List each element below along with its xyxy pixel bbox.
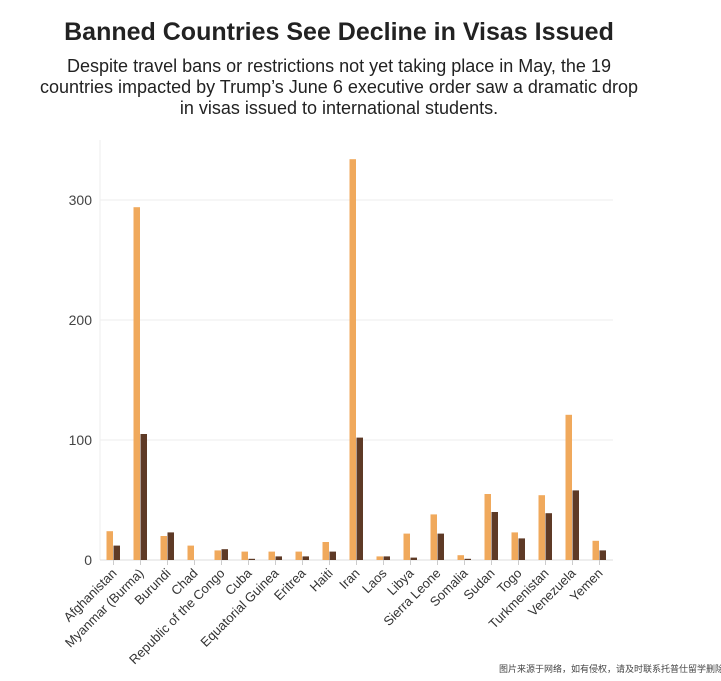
bar-series2 <box>410 557 417 560</box>
bar-series1 <box>403 533 410 560</box>
bar-series1 <box>268 551 275 560</box>
x-tick-label: Eritrea <box>271 565 309 603</box>
bar-series2 <box>464 558 471 560</box>
bar-series1 <box>430 514 437 560</box>
y-tick-label: 100 <box>69 432 93 448</box>
bar-series2 <box>140 434 147 560</box>
bar-series2 <box>572 490 579 560</box>
bar-series1 <box>241 551 248 560</box>
bar-series1 <box>484 494 491 560</box>
bar-series2 <box>437 533 444 560</box>
bar-series2 <box>113 545 120 560</box>
bar-series2 <box>383 556 390 560</box>
bar-series2 <box>545 513 552 560</box>
bar-series1 <box>376 556 383 560</box>
chart-subtitle: Despite travel bans or restrictions not … <box>40 56 638 118</box>
bar-series1 <box>106 531 113 560</box>
bar-series1 <box>511 532 518 560</box>
bar-series2 <box>221 549 228 560</box>
bar-series1 <box>214 550 221 560</box>
bar-series1 <box>457 555 464 560</box>
bar-series1 <box>349 159 356 560</box>
bar-series1 <box>565 414 572 560</box>
bar-series2 <box>167 532 174 560</box>
watermark: 图片来源于网络，如有侵权，请及时联系托普仕留学删除 <box>499 664 721 674</box>
x-tick-label: Laos <box>359 565 390 596</box>
bar-series1 <box>187 545 194 560</box>
bar-series2 <box>491 512 498 560</box>
chart-title: Banned Countries See Decline in Visas Is… <box>64 18 614 46</box>
bar-series1 <box>322 542 329 560</box>
bar-series2 <box>329 551 336 560</box>
x-tick-label: Haiti <box>307 565 336 594</box>
bar-series2 <box>248 558 255 560</box>
x-tick-label: Sudan <box>460 566 497 603</box>
bar-series2 <box>302 556 309 560</box>
bar-series1 <box>538 495 545 560</box>
bar-series1 <box>160 536 167 560</box>
bar-series1 <box>133 207 140 560</box>
y-tick-label: 200 <box>69 312 93 328</box>
bar-series1 <box>295 551 302 560</box>
y-tick-label: 0 <box>84 552 92 568</box>
bar-series1 <box>592 540 599 560</box>
bar-series2 <box>275 556 282 560</box>
bar-series2 <box>599 550 606 560</box>
y-tick-label: 300 <box>69 192 93 208</box>
bar-series2 <box>518 538 525 560</box>
bar-series2 <box>356 437 363 560</box>
x-tick-label: Iran <box>336 566 362 592</box>
